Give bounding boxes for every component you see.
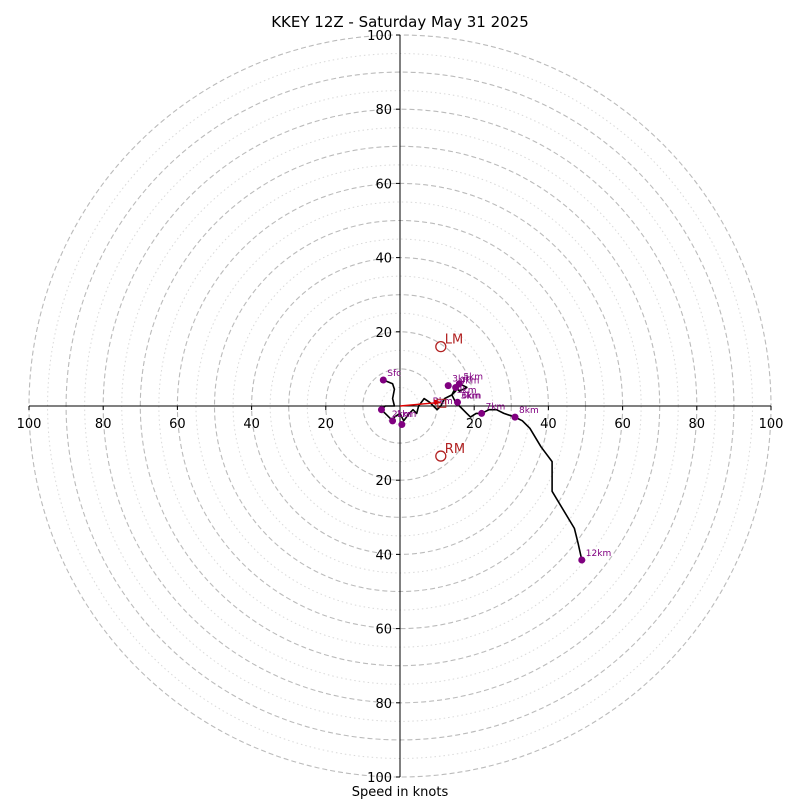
y-tick-label: 60 [375,177,392,192]
height-point [455,380,463,388]
height-label: 8km [519,406,539,416]
height-point [511,413,519,421]
y-tick-label: 100 [367,771,392,786]
x-tick-label: 20 [466,417,483,432]
height-points [377,376,586,564]
x-tick-label: 80 [95,417,112,432]
shear-vector [399,401,441,407]
rm-marker [435,450,447,462]
storm-motion: LM RM [399,333,465,462]
height-point [379,376,387,384]
height-point [377,406,385,414]
y-tick-label: 40 [375,548,392,563]
lm-label: LM [445,333,463,348]
x-tick-label: 40 [243,417,260,432]
y-tick-label: 60 [375,623,392,638]
height-label: 5km [463,373,483,383]
height-label: 6km [462,391,482,401]
height-label: Sfc [387,369,401,379]
y-tick-label: 20 [375,326,392,341]
x-axis-label: Speed in knots [352,785,449,800]
height-label: 3km [452,375,472,385]
height-point [478,409,486,417]
height-label: 2km [392,410,412,420]
x-tick-label: 40 [540,417,557,432]
height-label: 3km [457,386,477,396]
wind-trace-line [380,379,583,561]
lm-marker [435,340,447,353]
x-tick-label: 80 [689,417,706,432]
x-tick-label: 100 [17,417,42,432]
height-label: 7km [486,402,506,412]
height-label: 3km [461,391,481,401]
height-point [454,398,462,406]
y-tick-label: 40 [375,252,392,267]
tick-labels: 100 80 60 40 20 20 40 60 80 100 100 80 60 40 20 20 40 60 8… [17,29,784,786]
y-tick-label: 80 [375,103,392,118]
height-point [444,382,452,390]
height-point [389,417,397,425]
height-label: 1km [397,410,417,420]
y-tick-label: 100 [367,29,392,44]
height-label: 4km [460,376,480,386]
x-tick-label: 100 [759,417,784,432]
rm-label: RM [445,442,465,457]
height-point [398,421,406,429]
mean-wind-marker [437,398,447,408]
height-point [578,556,586,564]
wind-trace [380,379,583,561]
x-tick-label: 60 [169,417,186,432]
x-tick-label: 60 [614,417,631,432]
y-tick-label: 20 [375,474,392,489]
height-label: Bkm [433,397,453,407]
chart-title: KKEY 12Z - Saturday May 31 2025 [271,13,529,31]
height-label: 12km [586,549,611,559]
x-tick-label: 20 [318,417,335,432]
y-tick-label: 80 [375,697,392,712]
